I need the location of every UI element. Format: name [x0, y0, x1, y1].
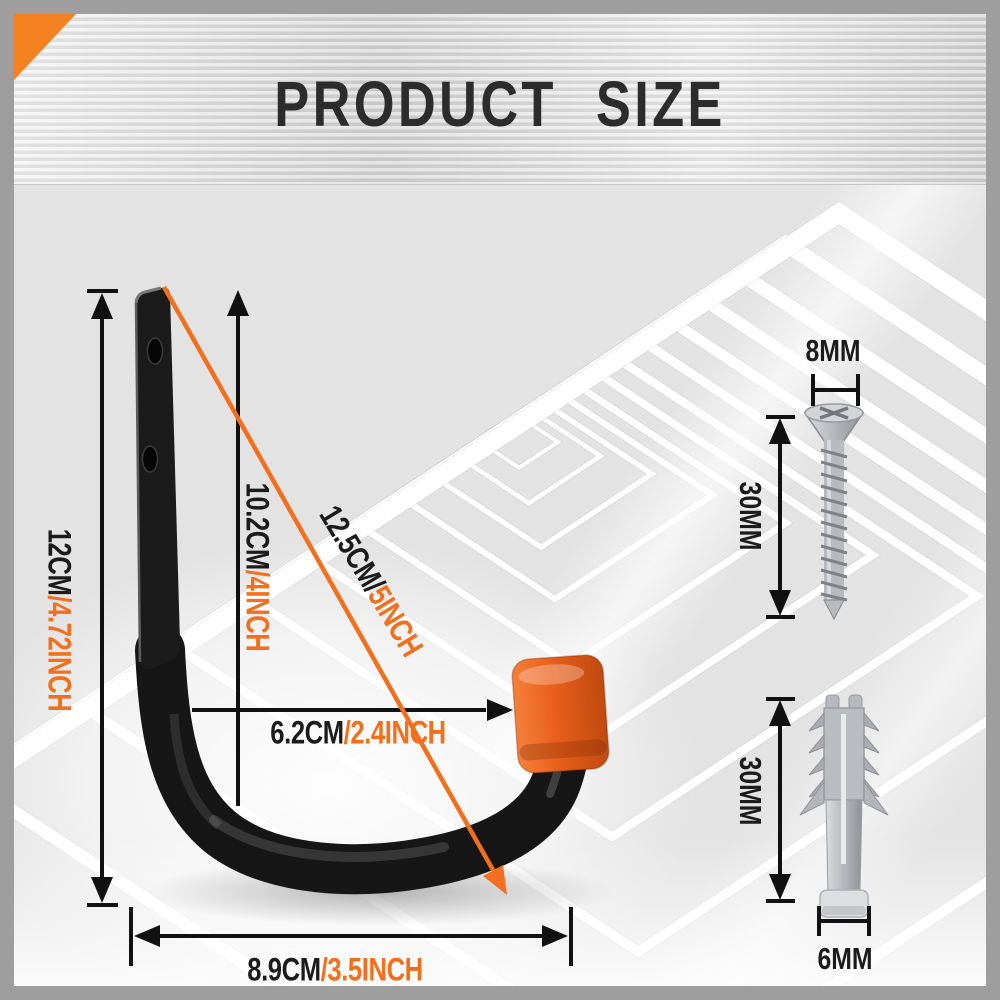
- screw-hole: [146, 337, 164, 365]
- corner-accent-triangle: [14, 14, 76, 80]
- screw-threads: [820, 448, 848, 602]
- phillips-cross-icon: [819, 406, 849, 420]
- dim-inch-value: /2.4INCH: [343, 714, 446, 751]
- height-dimension-line: [87, 289, 118, 907]
- screw-head-dimension-line: [811, 374, 860, 406]
- dim-inch-value: /3.5INCH: [320, 951, 423, 988]
- dim-inch-value: /4.72INCH: [41, 595, 78, 712]
- wall-anchor-illustration: [799, 694, 889, 918]
- dim-cm-value: 6.2CM: [270, 714, 344, 751]
- anchor-length-dimension-line: [766, 697, 795, 903]
- metallic-stripe-band: [14, 14, 986, 185]
- anchor-wing-right: [863, 780, 889, 816]
- screw-illustration: [803, 403, 865, 621]
- dim-cm-value: 8.9CM: [247, 951, 321, 988]
- dim-label-hook-depth: 6.2CM/2.4INCH: [270, 714, 446, 752]
- plate-top-highlight: [134, 286, 162, 304]
- screw-length-dimension-line: [766, 415, 795, 619]
- dim-label-screw-length: 30MM: [733, 481, 768, 551]
- anchor-wing-left: [799, 780, 825, 816]
- dim-label-anchor-length: 30MM: [733, 756, 768, 826]
- dim-label-anchor-diameter: 6MM: [817, 941, 873, 976]
- hook-tube: [135, 625, 590, 895]
- dim-label-overall-width: 8.9CM/3.5INCH: [247, 951, 423, 988]
- page-title: PRODUCT SIZE: [274, 68, 726, 140]
- dim-label-plate-height: 10.2CM/4INCH: [239, 483, 276, 652]
- dim-cm-value: 12CM: [41, 528, 78, 596]
- screw-hole: [141, 445, 159, 473]
- dim-label-overall-height: 12CM/4.72INCH: [41, 529, 78, 712]
- dim-cm-value: 10.2CM: [239, 482, 276, 570]
- anchor-slit: [841, 714, 846, 864]
- dim-inch-value: /4INCH: [239, 569, 276, 652]
- dim-label-screw-head: 8MM: [805, 333, 861, 368]
- orange-end-cap: [511, 654, 610, 774]
